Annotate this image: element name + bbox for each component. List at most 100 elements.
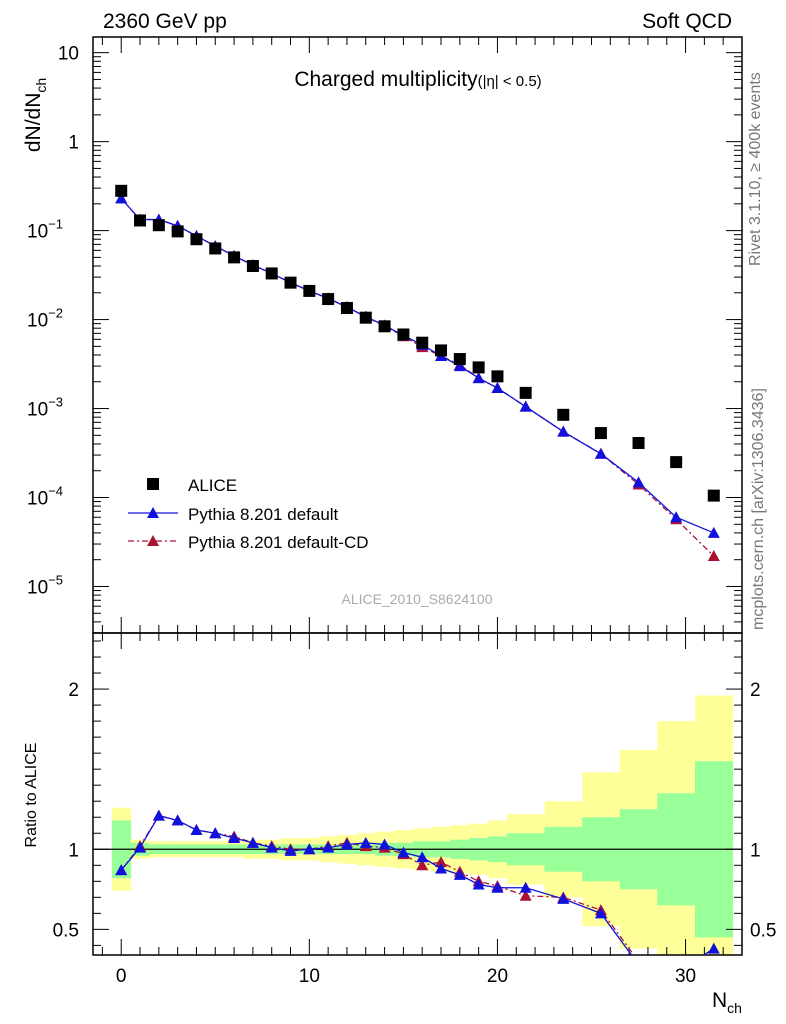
alice-point	[359, 311, 372, 324]
legend: ALICE Pythia 8.201 default Pythia 8.201 de…	[128, 476, 369, 552]
legend-label: Pythia 8.201 default	[188, 505, 339, 524]
main-title: Charged multiplicity(|η| < 0.5)	[294, 68, 541, 91]
alice-point	[632, 436, 645, 449]
pythia-default-series-point	[670, 511, 683, 523]
ratio-pythia-default-series-point	[246, 836, 259, 848]
ratio-y-tick-label-right: 0.5	[750, 920, 776, 941]
ratio-y-tick-label-right: 2	[750, 680, 761, 701]
ratio-pythia-default-series-point	[152, 809, 165, 821]
alice-point	[557, 408, 570, 421]
ratio-pythia-default-series-point	[594, 907, 607, 919]
ratio-panel: 0 10 20 30 0.5 0.5 1 1 2 2	[53, 632, 776, 987]
legend-default-marker	[147, 507, 159, 518]
y-tick-label: 1	[68, 133, 79, 154]
main-title-text: Charged multiplicity	[294, 68, 478, 91]
pythia-default-series-point	[632, 476, 645, 488]
ratio-y-tick-label-left: 1	[68, 840, 79, 861]
ratio-y-axis-label: Ratio to ALICE	[23, 743, 40, 848]
ratio-pythia-default-series-point	[397, 846, 410, 858]
alice-point	[322, 293, 335, 306]
main-panel: 10 1 10−1 10−2 10−3 10−4 10−5 ALICE Pythia 8.201…	[27, 36, 743, 634]
alice-point	[416, 336, 429, 349]
ratio-pythia-default-series-point	[340, 838, 353, 850]
alice-point	[303, 284, 316, 297]
alice-point	[190, 233, 203, 246]
ratio-pythia-default-series-point	[134, 841, 147, 853]
alice-point	[171, 225, 184, 238]
x-tick-label: 20	[487, 966, 508, 987]
ratio-pythia-default-series-point	[359, 836, 372, 848]
legend-label: ALICE	[188, 476, 237, 495]
y-tick-label: 10−5	[27, 572, 63, 598]
ratio-frame	[92, 632, 743, 956]
ratio-pythia-default-series-point	[265, 841, 278, 853]
ratio-pythia-default-series-point	[453, 868, 466, 880]
alice-point	[491, 370, 504, 383]
y-tick-label: 10	[58, 44, 79, 65]
pythia-default-series-point	[472, 372, 485, 384]
ratio-pythia-cd-series-point	[633, 955, 645, 966]
x-tick-label: 0	[116, 966, 127, 987]
alice-point	[265, 267, 278, 280]
ratio-pythia-default-series-point	[472, 878, 485, 890]
main-y-axis-label-main: dN/dN	[22, 93, 45, 153]
ratio-y-tick-label-left: 2	[68, 680, 79, 701]
ratio-pythia-default-series-point	[209, 827, 222, 839]
ratio-y-tick-label-left: 0.5	[53, 920, 79, 941]
pythia-default-series-point	[491, 382, 504, 394]
side-label-rivet: Rivet 3.1.10, ≥ 400k events	[747, 72, 764, 266]
x-axis-label-main: N	[712, 989, 727, 1012]
y-tick-label: 10−1	[27, 217, 63, 243]
alice-point	[453, 353, 466, 366]
ratio-pythia-default-series-point	[115, 864, 128, 876]
alice-point	[435, 344, 448, 357]
alice-point	[340, 301, 353, 314]
ratio-pythia-default-series-point	[303, 843, 316, 855]
alice-point	[378, 320, 391, 333]
pythia-default-series-point	[594, 447, 607, 459]
ratio-pythia-default-series-point	[707, 942, 720, 954]
ratio-pythia-default-series-point	[378, 838, 391, 850]
legend-cd-marker	[147, 535, 159, 546]
header-left: 2360 GeV pp	[103, 10, 227, 33]
main-title-suffix: (|η| < 0.5)	[478, 73, 542, 90]
alice-point	[397, 328, 410, 341]
x-axis-label-sub: ch	[727, 1000, 742, 1016]
ratio-pythia-default-series-point	[284, 844, 297, 856]
x-axis-label: Nch	[712, 989, 742, 1016]
pythia-default-series-point	[453, 360, 466, 372]
ratio-pythia-default-series-point	[435, 862, 448, 874]
main-y-axis-label: dN/dNch	[22, 78, 49, 152]
pythia-default-series-point	[519, 400, 532, 412]
alice-point	[670, 456, 683, 469]
ratio-pythia-default-series-point	[519, 881, 532, 893]
alice-point	[519, 386, 532, 399]
pythia-cd-series-point	[707, 550, 720, 562]
alice-point	[594, 427, 607, 440]
main-y-axis-label-sub: ch	[33, 78, 49, 93]
alice-point	[246, 260, 259, 273]
alice-point	[115, 184, 128, 197]
pythia-default-series-point	[115, 192, 128, 204]
ratio-pythia-default-series-point	[416, 851, 429, 863]
alice-point	[209, 242, 222, 255]
ratio-pythia-cd-series-point	[416, 859, 429, 871]
alice-point	[134, 214, 147, 227]
alice-point	[707, 489, 720, 502]
y-tick-label: 10−4	[27, 484, 63, 510]
legend-label: Pythia 8.201 default-CD	[188, 533, 369, 552]
y-tick-label: 10−3	[27, 395, 63, 421]
ratio-pythia-cd-series-point	[708, 955, 720, 966]
ratio-pythia-default-series-point	[491, 881, 504, 893]
ratio-pythia-default-series-point	[190, 824, 203, 836]
ratio-pythia-cd-series-point	[519, 889, 532, 901]
x-tick-label: 10	[299, 966, 320, 987]
alice-point	[152, 219, 165, 232]
pythia-default-series-point	[557, 425, 570, 437]
ratio-pythia-default-series	[115, 809, 720, 955]
alice-point	[284, 276, 297, 289]
header-right: Soft QCD	[642, 10, 732, 33]
pythia-default-series-point	[707, 526, 720, 538]
ratio-pythia-default-series-point	[322, 841, 335, 853]
